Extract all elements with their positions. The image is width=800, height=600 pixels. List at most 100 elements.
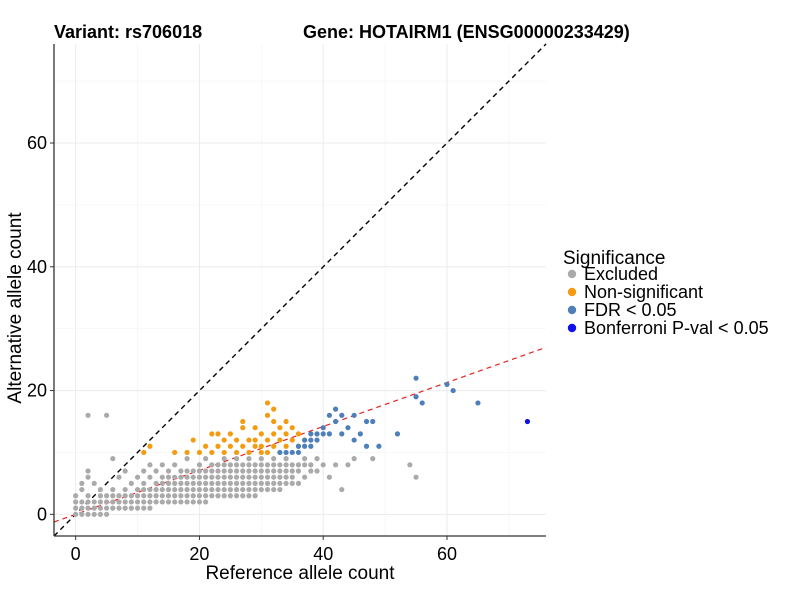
point-excluded bbox=[295, 468, 302, 474]
point-excluded bbox=[85, 505, 91, 511]
point-excluded bbox=[116, 505, 122, 511]
point-excluded bbox=[326, 474, 332, 480]
point-fdr-0-05 bbox=[394, 431, 401, 437]
point-excluded bbox=[258, 456, 264, 462]
point-excluded bbox=[165, 480, 172, 486]
legend-key-3 bbox=[567, 323, 577, 333]
point-excluded bbox=[172, 480, 178, 486]
point-non-significant bbox=[283, 418, 289, 425]
point-excluded bbox=[215, 462, 221, 468]
point-excluded bbox=[91, 499, 97, 505]
point-excluded bbox=[277, 474, 283, 480]
point-fdr-0-05 bbox=[363, 443, 370, 449]
point-fdr-0-05 bbox=[339, 412, 345, 418]
point-excluded bbox=[314, 468, 320, 474]
point-non-significant bbox=[289, 437, 295, 443]
point-excluded bbox=[85, 511, 91, 517]
point-excluded bbox=[85, 499, 91, 505]
point-excluded bbox=[209, 468, 215, 474]
point-fdr-0-05 bbox=[308, 431, 314, 437]
point-excluded bbox=[221, 456, 227, 462]
point-non-significant bbox=[258, 443, 264, 449]
point-excluded bbox=[221, 468, 227, 474]
legend-label: Non-significant bbox=[584, 282, 703, 302]
point-excluded bbox=[165, 468, 172, 474]
point-excluded bbox=[233, 486, 240, 493]
point-excluded bbox=[271, 456, 277, 462]
point-non-significant bbox=[190, 437, 196, 443]
point-excluded bbox=[227, 480, 233, 486]
point-fdr-0-05 bbox=[339, 431, 345, 437]
point-excluded bbox=[271, 480, 277, 486]
point-fdr-0-05 bbox=[450, 387, 456, 394]
point-excluded bbox=[73, 511, 79, 517]
point-excluded bbox=[277, 486, 283, 493]
point-excluded bbox=[246, 486, 252, 493]
point-non-significant bbox=[252, 443, 258, 449]
point-excluded bbox=[159, 493, 165, 499]
point-fdr-0-05 bbox=[277, 449, 283, 456]
point-non-significant bbox=[283, 431, 289, 437]
point-excluded bbox=[172, 493, 178, 499]
point-excluded bbox=[252, 474, 258, 480]
point-excluded bbox=[227, 462, 233, 468]
identity-line bbox=[53, 43, 547, 537]
point-excluded bbox=[165, 474, 172, 480]
point-fdr-0-05 bbox=[444, 381, 450, 387]
point-excluded bbox=[141, 468, 147, 474]
point-excluded bbox=[85, 493, 91, 499]
point-excluded bbox=[203, 486, 209, 493]
point-excluded bbox=[246, 480, 252, 486]
point-excluded bbox=[240, 480, 246, 486]
point-non-significant bbox=[227, 431, 233, 437]
point-excluded bbox=[73, 493, 79, 499]
point-excluded bbox=[122, 468, 128, 474]
point-excluded bbox=[97, 505, 104, 511]
legend-label: Bonferroni P-val < 0.05 bbox=[584, 318, 769, 338]
point-non-significant bbox=[203, 443, 209, 449]
point-excluded bbox=[209, 480, 215, 486]
point-non-significant bbox=[240, 418, 246, 425]
point-non-significant bbox=[277, 437, 283, 443]
legend-key-0 bbox=[567, 269, 577, 279]
point-non-significant bbox=[271, 443, 277, 449]
point-excluded bbox=[79, 499, 85, 505]
point-excluded bbox=[271, 462, 277, 468]
point-non-significant bbox=[246, 449, 252, 456]
point-excluded bbox=[196, 462, 203, 468]
point-non-significant bbox=[264, 400, 271, 406]
point-excluded bbox=[110, 499, 116, 505]
point-excluded bbox=[252, 462, 258, 468]
point-excluded bbox=[159, 486, 165, 493]
point-fdr-0-05 bbox=[332, 406, 339, 412]
point-excluded bbox=[320, 462, 326, 468]
point-excluded bbox=[73, 505, 79, 511]
point-excluded bbox=[196, 468, 203, 474]
point-excluded bbox=[283, 474, 289, 480]
point-excluded bbox=[215, 480, 221, 486]
point-excluded bbox=[246, 468, 252, 474]
point-excluded bbox=[295, 462, 302, 468]
point-excluded bbox=[190, 493, 196, 499]
point-excluded bbox=[227, 474, 233, 480]
point-excluded bbox=[258, 486, 264, 493]
point-excluded bbox=[277, 480, 283, 486]
point-excluded bbox=[215, 468, 221, 474]
point-excluded bbox=[134, 486, 141, 493]
point-excluded bbox=[79, 480, 85, 486]
point-excluded bbox=[153, 499, 159, 505]
point-excluded bbox=[203, 468, 209, 474]
point-excluded bbox=[240, 462, 246, 468]
point-fdr-0-05 bbox=[289, 449, 295, 456]
point-fdr-0-05 bbox=[314, 431, 320, 437]
point-excluded bbox=[308, 468, 314, 474]
point-excluded bbox=[351, 456, 357, 462]
point-excluded bbox=[240, 493, 246, 499]
point-non-significant bbox=[184, 449, 190, 456]
point-excluded bbox=[147, 474, 153, 480]
point-excluded bbox=[153, 480, 159, 486]
point-excluded bbox=[283, 456, 289, 462]
point-excluded bbox=[215, 486, 221, 493]
point-excluded bbox=[73, 499, 79, 505]
point-excluded bbox=[110, 456, 116, 462]
